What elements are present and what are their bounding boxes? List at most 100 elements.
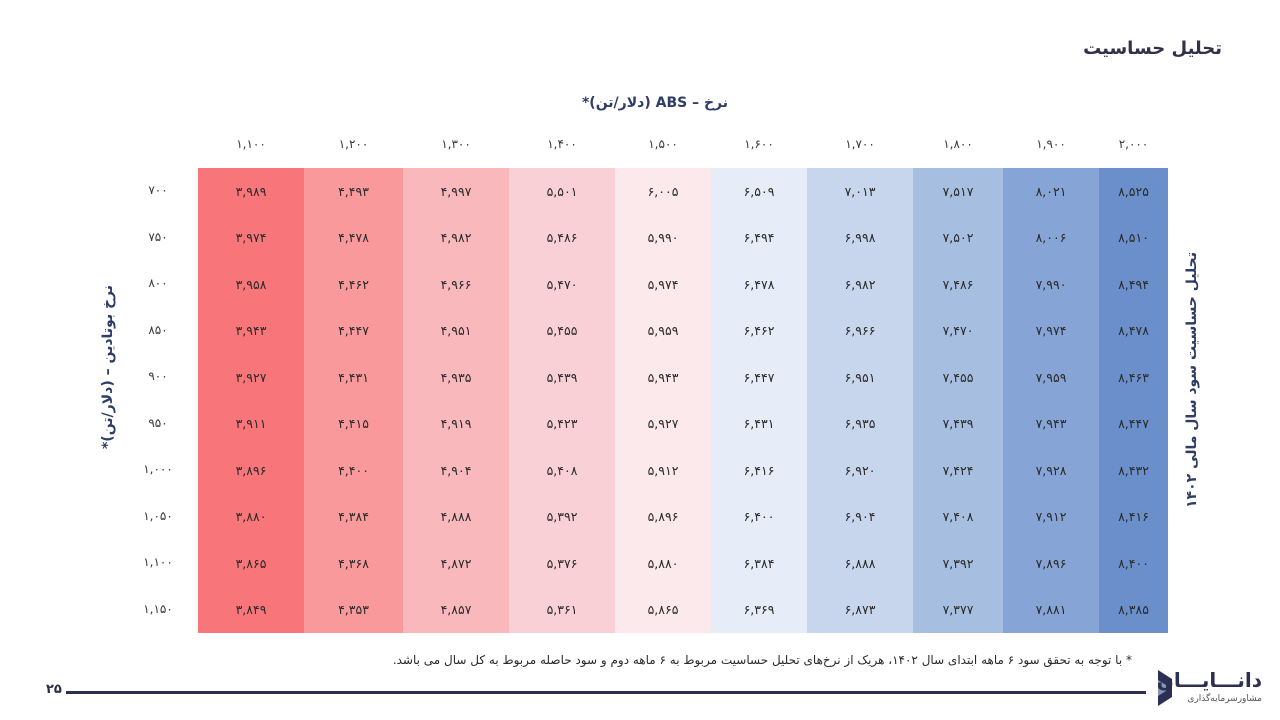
row-header: ۷۰۰ bbox=[148, 183, 168, 198]
column-fill bbox=[913, 168, 1003, 633]
column-header: ۲,۰۰۰ bbox=[1118, 137, 1149, 151]
table-cell: ۷,۳۷۷ bbox=[942, 602, 974, 618]
column-header: ۱,۳۰۰ bbox=[441, 137, 471, 151]
table-cell: ۴,۴۳۱ bbox=[338, 369, 369, 385]
table-cell: ۳,۹۵۸ bbox=[235, 276, 267, 292]
table-cell: ۴,۳۶۸ bbox=[338, 555, 369, 571]
table-cell: ۴,۳۵۳ bbox=[338, 602, 369, 618]
column-fill bbox=[711, 168, 807, 633]
table-cell: ۴,۸۵۷ bbox=[440, 602, 472, 618]
table-cell: ۵,۸۹۶ bbox=[647, 509, 679, 525]
table-cell: ۷,۳۹۲ bbox=[942, 555, 974, 571]
table-cell: ۵,۴۳۹ bbox=[546, 369, 578, 385]
table-cell: ۷,۴۲۴ bbox=[942, 462, 974, 478]
table-cell: ۳,۹۱۱ bbox=[235, 416, 267, 432]
table-cell: ۳,۸۹۶ bbox=[235, 462, 267, 478]
table-cell: ۷,۹۱۲ bbox=[1035, 509, 1067, 525]
column-header: ۱,۶۰۰ bbox=[744, 137, 774, 151]
column-header: ۱,۴۰۰ bbox=[547, 137, 577, 151]
table-cell: ۴,۴۰۰ bbox=[338, 462, 369, 478]
row-header: ۱,۰۵۰ bbox=[143, 508, 173, 523]
table-cell: ۵,۴۷۰ bbox=[546, 276, 578, 292]
table-cell: ۸,۴۰۰ bbox=[1118, 555, 1149, 571]
table-cell: ۴,۹۶۶ bbox=[440, 276, 472, 292]
page-number: ۲۵ bbox=[46, 682, 62, 697]
table-cell: ۴,۹۸۲ bbox=[440, 230, 472, 246]
table-cell: ۵,۳۷۶ bbox=[546, 555, 578, 571]
table-cell: ۳,۹۲۷ bbox=[235, 369, 267, 385]
table-cell: ۷,۴۷۰ bbox=[942, 323, 974, 339]
row-header: ۸۰۰ bbox=[148, 276, 168, 291]
row-header: ۹۵۰ bbox=[148, 415, 168, 430]
table-cell: ۷,۹۷۴ bbox=[1035, 323, 1067, 339]
table-cell: ۶,۹۳۵ bbox=[844, 416, 876, 432]
table-cell: ۷,۹۴۳ bbox=[1035, 416, 1067, 432]
table-cell: ۳,۸۴۹ bbox=[235, 602, 267, 618]
table-cell: ۵,۹۲۷ bbox=[647, 416, 679, 432]
table-cell: ۶,۴۰۰ bbox=[743, 509, 775, 525]
table-cell: ۵,۴۰۸ bbox=[546, 462, 578, 478]
table-cell: ۵,۴۵۵ bbox=[546, 323, 578, 339]
table-cell: ۶,۹۸۲ bbox=[844, 276, 876, 292]
table-cell: ۵,۹۹۰ bbox=[647, 230, 679, 246]
row-header: ۷۵۰ bbox=[148, 229, 168, 244]
table-cell: ۵,۵۰۱ bbox=[546, 183, 578, 199]
table-cell: ۵,۸۸۰ bbox=[647, 555, 679, 571]
column-fill bbox=[509, 168, 615, 633]
table-cell: ۴,۴۷۸ bbox=[338, 230, 369, 246]
column-header: ۱,۱۰۰ bbox=[236, 137, 266, 151]
page-title: تحلیل حساسیت bbox=[1083, 38, 1222, 59]
table-cell: ۷,۹۵۹ bbox=[1035, 369, 1067, 385]
table-cell: ۴,۴۴۷ bbox=[338, 323, 369, 339]
row-header: ۱,۱۵۰ bbox=[143, 601, 173, 616]
row-header: ۸۵۰ bbox=[148, 322, 168, 337]
table-cell: ۶,۰۰۵ bbox=[647, 183, 679, 199]
table-cell: ۵,۴۸۶ bbox=[546, 230, 578, 246]
column-header: ۱,۹۰۰ bbox=[1036, 137, 1066, 151]
table-cell: ۵,۸۶۵ bbox=[647, 602, 679, 618]
table-cell: ۸,۰۰۶ bbox=[1035, 230, 1067, 246]
column-headers: ۱,۱۰۰ ۱,۲۰۰ ۱,۳۰۰ ۱,۴۰۰ ۱,۵۰۰ ۱,۶۰۰ ۱,۷۰۰ ۱,۸۰۰… bbox=[198, 137, 1162, 153]
table-cell: ۷,۴۸۶ bbox=[942, 276, 974, 292]
table-cell: ۴,۳۸۴ bbox=[338, 509, 369, 525]
column-header: ۱,۷۰۰ bbox=[845, 137, 875, 151]
table-cell: ۴,۹۰۴ bbox=[440, 462, 472, 478]
row-header: ۹۰۰ bbox=[148, 369, 168, 384]
table-cell: ۷,۵۱۷ bbox=[942, 183, 974, 199]
table-cell: ۴,۴۱۵ bbox=[338, 416, 369, 432]
table-cell: ۴,۴۹۳ bbox=[338, 183, 369, 199]
table-cell: ۳,۸۸۰ bbox=[235, 509, 267, 525]
table-cell: ۳,۸۶۵ bbox=[235, 555, 267, 571]
row-axis-label: نرخ بوتادین – (دلار/تن)* bbox=[100, 284, 116, 450]
table-cell: ۶,۹۲۰ bbox=[844, 462, 876, 478]
table-cell: ۴,۸۸۸ bbox=[440, 509, 472, 525]
table-cell: ۵,۹۷۴ bbox=[647, 276, 679, 292]
sensitivity-table: ۳,۹۸۹ ۴,۴۹۳ ۴,۹۹۷ ۵,۵۰۱ ۶,۰۰۵ ۶,۵۰۹ ۷,۰۱۳ ۷,۵۱۷… bbox=[198, 168, 1168, 633]
column-header: ۱,۲۰۰ bbox=[338, 137, 369, 151]
table-cell: ۵,۴۲۳ bbox=[546, 416, 578, 432]
table-cell: ۵,۳۹۲ bbox=[546, 509, 578, 525]
column-axis-label: نرخ – ABS (دلار/تن)* bbox=[581, 95, 729, 111]
table-cell: ۶,۸۸۸ bbox=[844, 555, 876, 571]
table-cell: ۶,۵۰۹ bbox=[743, 183, 775, 199]
table-cell: ۵,۹۱۲ bbox=[647, 462, 679, 478]
column-header: ۱,۵۰۰ bbox=[648, 137, 678, 151]
table-cell: ۴,۹۳۵ bbox=[440, 369, 472, 385]
logo: دانـــایـــان مشاورسرمایه‌گذاری bbox=[1154, 668, 1264, 712]
column-fill bbox=[198, 168, 304, 633]
table-caption-wrap: تحلیل حساسیت سود سال مالی ۱۴۰۲ bbox=[1180, 245, 1204, 515]
footnote: * با توجه به تحقق سود ۶ ماهه ابتدای سال … bbox=[392, 653, 1132, 667]
row-axis-label-wrap: نرخ بوتادین – (دلار/تن)* bbox=[98, 285, 118, 449]
table-cell: ۶,۹۹۸ bbox=[844, 230, 876, 246]
table-cell: ۶,۴۹۴ bbox=[743, 230, 775, 246]
table-cell: ۵,۹۴۳ bbox=[647, 369, 679, 385]
table-caption: تحلیل حساسیت سود سال مالی ۱۴۰۲ bbox=[1184, 252, 1201, 508]
table-cell: ۷,۵۰۲ bbox=[942, 230, 974, 246]
table-cell: ۷,۴۵۵ bbox=[942, 369, 974, 385]
table-cell: ۸,۳۸۵ bbox=[1118, 602, 1149, 618]
table-cell: ۸,۴۹۴ bbox=[1118, 276, 1149, 292]
table-cell: ۸,۴۶۳ bbox=[1118, 369, 1149, 385]
column-fill bbox=[1003, 168, 1099, 633]
column-fill bbox=[615, 168, 711, 633]
table-cell: ۷,۹۲۸ bbox=[1035, 462, 1067, 478]
